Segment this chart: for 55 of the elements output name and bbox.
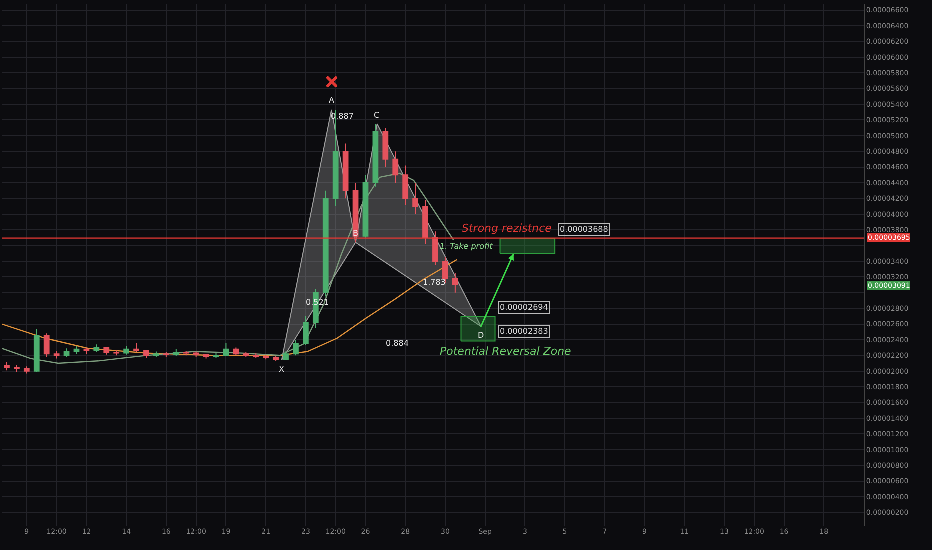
candlestick <box>452 272 458 294</box>
candlestick <box>382 128 389 168</box>
candlestick <box>293 339 299 356</box>
candlestick <box>392 151 399 184</box>
candlestick <box>402 165 409 206</box>
candlestick <box>114 350 120 356</box>
candlestick <box>432 231 438 266</box>
candlestick <box>263 354 270 360</box>
annotation: 1.783 <box>423 278 446 287</box>
annotation: Potential Reversal Zone <box>440 345 572 358</box>
candlestick <box>54 350 60 360</box>
annotation: 1. Take profit <box>440 242 494 251</box>
candlestick <box>154 351 160 358</box>
candlestick <box>193 351 200 358</box>
candlestick <box>183 350 190 356</box>
candlestick <box>342 143 349 200</box>
candlestick <box>243 352 250 358</box>
candlestick <box>273 356 279 362</box>
candlestick <box>173 348 180 357</box>
candlestick <box>74 346 80 355</box>
candlestick <box>233 347 240 356</box>
candlestick <box>412 182 418 215</box>
annotation: C <box>374 111 380 120</box>
candlestick <box>144 350 150 359</box>
annotation: D <box>478 331 484 340</box>
candlestick <box>223 342 230 357</box>
candlestick <box>24 366 30 374</box>
candlestick <box>322 190 329 298</box>
candlestick <box>203 354 210 360</box>
annotation: 0.884 <box>386 339 409 348</box>
candlestick <box>283 351 289 361</box>
candlestick <box>124 346 130 356</box>
candlestick <box>134 342 140 354</box>
annotation: 0.00003688 <box>560 225 608 234</box>
candlestick <box>163 352 170 358</box>
candlestick <box>104 346 110 356</box>
candlestick <box>253 352 260 359</box>
annotation: A <box>329 96 335 105</box>
candlestick <box>64 348 70 358</box>
candlestick <box>303 316 309 346</box>
candlestick <box>372 124 379 188</box>
annotation: 0.00002694 <box>500 303 548 312</box>
candlestick <box>34 328 40 373</box>
candlestick <box>213 352 220 359</box>
candlestick <box>362 174 369 238</box>
candlestick <box>84 347 90 355</box>
ref-line-label: Strong rezistnce <box>462 222 552 235</box>
candlestick <box>4 361 10 372</box>
annotation: B <box>353 229 358 238</box>
annotation: X <box>279 365 285 374</box>
candlestick <box>94 344 100 354</box>
candlestick <box>44 333 50 358</box>
annotation: 0.00002383 <box>500 327 548 336</box>
candlestick <box>422 200 428 245</box>
candlestick <box>14 364 20 373</box>
